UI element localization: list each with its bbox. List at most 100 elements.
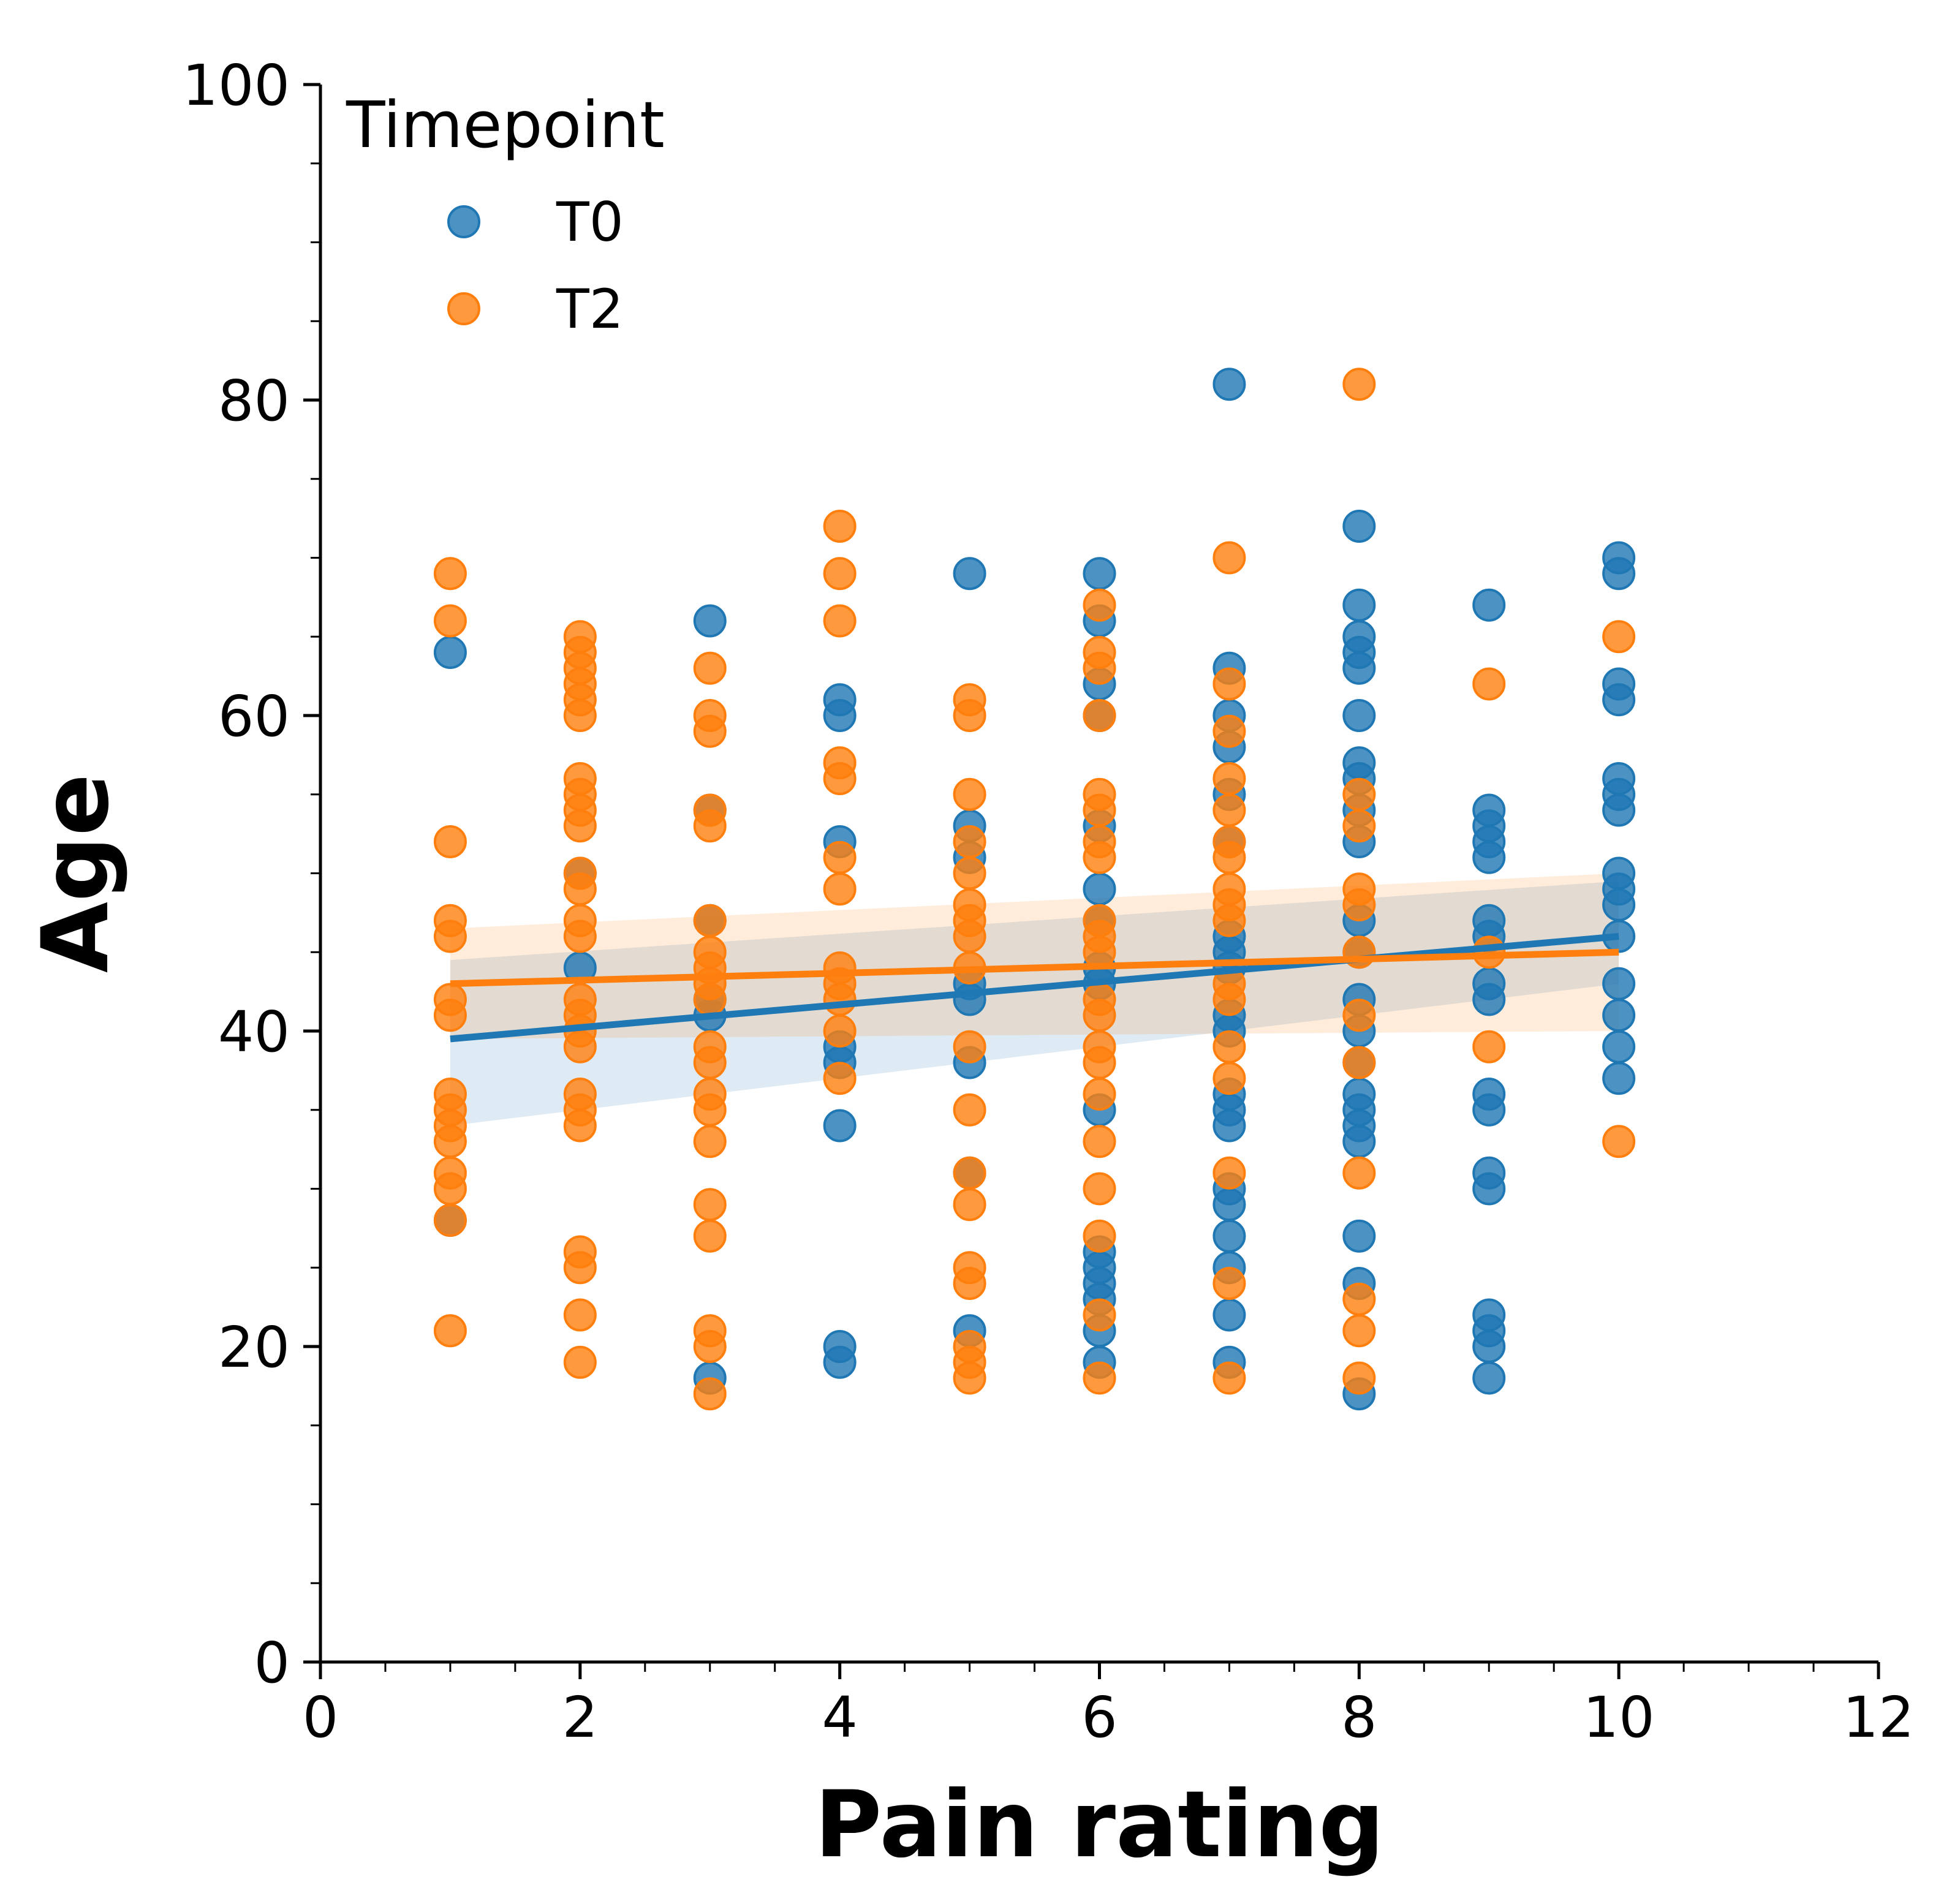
data-point-t2 [1212, 714, 1246, 748]
data-point-t2 [1602, 1125, 1636, 1158]
x-axis-ticks: 0 2 4 6 8 10 12 [303, 1662, 1915, 1750]
data-point-t0 [693, 604, 727, 638]
y-tick-label: 40 [218, 999, 290, 1065]
data-point-t0 [1083, 557, 1116, 591]
data-point-t0 [1212, 368, 1246, 401]
data-point-t2 [1212, 1030, 1246, 1063]
data-point-t2 [1342, 888, 1376, 921]
data-point-t2 [693, 904, 727, 937]
data-point-t2 [563, 872, 597, 906]
data-point-t2 [953, 1030, 986, 1063]
data-point-t0 [1472, 1093, 1506, 1127]
data-point-t2 [953, 856, 986, 890]
x-tick-label: 6 [1081, 1685, 1118, 1750]
data-point-t2 [693, 983, 727, 1016]
data-point-t2 [563, 1345, 597, 1379]
data-point-t2 [1212, 904, 1246, 937]
data-point-t0 [1212, 1109, 1246, 1143]
data-point-t0 [1212, 1219, 1246, 1253]
confidence-band-t0 [450, 881, 1619, 1126]
y-tick-label: 20 [218, 1315, 290, 1380]
legend: Timepoint T0 T2 [346, 88, 665, 341]
data-point-t2 [693, 1188, 727, 1222]
data-point-t0 [823, 699, 857, 732]
data-point-t2 [1083, 1172, 1116, 1206]
data-point-t2 [953, 699, 986, 732]
data-point-t2 [1083, 588, 1116, 622]
data-point-t2 [433, 1172, 467, 1206]
data-point-t0 [1602, 683, 1636, 717]
data-point-t0 [1602, 1062, 1636, 1095]
data-point-t2 [1602, 620, 1636, 654]
data-point-t2 [1083, 1298, 1116, 1332]
data-point-t0 [953, 983, 986, 1016]
data-point-t2 [1342, 1282, 1376, 1316]
data-point-t2 [693, 1330, 727, 1363]
data-point-t2 [1212, 667, 1246, 701]
data-point-t2 [953, 1188, 986, 1222]
y-tick-label: 80 [218, 368, 290, 434]
data-point-t0 [1342, 651, 1376, 685]
data-point-t0 [1342, 699, 1376, 732]
data-point-t0 [433, 636, 467, 669]
legend-label-t0: T0 [556, 191, 624, 254]
data-point-t2 [433, 825, 467, 858]
data-point-t2 [433, 1125, 467, 1158]
legend-marker-t2 [447, 292, 480, 325]
data-points [433, 368, 1636, 1411]
data-point-t2 [1342, 1156, 1376, 1190]
regression-line-t2 [450, 948, 1619, 988]
data-point-t2 [433, 1204, 467, 1237]
x-tick-label: 8 [1341, 1685, 1377, 1750]
data-point-t2 [823, 841, 857, 874]
data-point-t0 [1602, 967, 1636, 1000]
data-point-t0 [1602, 793, 1636, 827]
data-point-t2 [693, 1377, 727, 1411]
regression-lines [450, 933, 1619, 1043]
data-point-t2 [1083, 1361, 1116, 1395]
data-point-t2 [1083, 1219, 1116, 1253]
data-point-t2 [1342, 1361, 1376, 1395]
data-point-t0 [1342, 1219, 1376, 1253]
data-point-t2 [823, 604, 857, 638]
data-point-t2 [1083, 699, 1116, 732]
data-point-t2 [823, 762, 857, 795]
data-point-t2 [693, 714, 727, 748]
data-point-t2 [563, 1030, 597, 1063]
data-point-t0 [1342, 510, 1376, 543]
data-point-t2 [953, 920, 986, 953]
y-tick-label: 60 [218, 684, 290, 749]
data-point-t2 [1342, 1046, 1376, 1079]
data-point-t0 [1472, 1361, 1506, 1395]
data-point-t0 [1472, 983, 1506, 1016]
data-point-t2 [1342, 1314, 1376, 1348]
data-point-t2 [1083, 999, 1116, 1032]
regression-line-t0 [450, 933, 1619, 1043]
x-tick-label: 0 [303, 1685, 339, 1750]
data-point-t0 [1602, 999, 1636, 1032]
data-point-t2 [563, 1298, 597, 1332]
data-point-t2 [1083, 1078, 1116, 1111]
data-point-t2 [1472, 667, 1506, 701]
data-point-t0 [1602, 557, 1636, 591]
y-axis-ticks: 0 20 40 60 80 100 [182, 53, 320, 1696]
data-point-t0 [1472, 588, 1506, 622]
data-point-t0 [1602, 1030, 1636, 1063]
data-point-t2 [823, 1062, 857, 1095]
data-point-t2 [1342, 999, 1376, 1032]
data-point-t2 [693, 1219, 727, 1253]
data-point-t2 [693, 1125, 727, 1158]
data-point-t2 [693, 809, 727, 843]
x-tick-label: 2 [562, 1685, 599, 1750]
data-point-t2 [1212, 541, 1246, 575]
x-axis-label: Pain rating [814, 1772, 1384, 1878]
data-point-t2 [433, 999, 467, 1032]
data-point-t2 [953, 1093, 986, 1127]
y-axis-label: Age [23, 774, 129, 973]
data-point-t2 [1083, 651, 1116, 685]
data-point-t0 [1342, 588, 1376, 622]
data-point-t2 [953, 1267, 986, 1300]
data-point-t2 [563, 920, 597, 953]
